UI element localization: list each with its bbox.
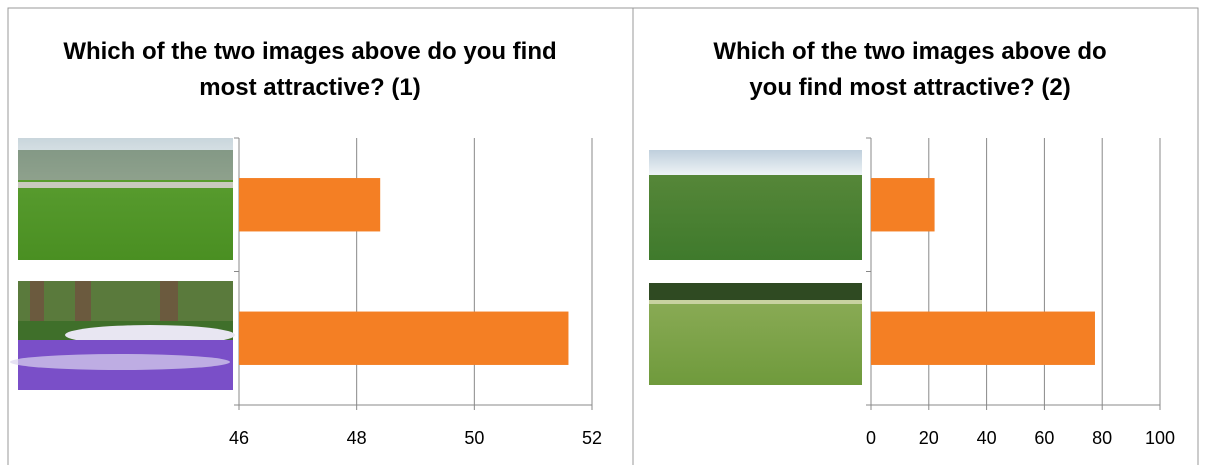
chart-title: Which of the two images above do you fin… [713, 38, 1107, 101]
image-meadow [649, 283, 862, 385]
image-park [18, 138, 233, 260]
x-tick-label: 60 [1034, 428, 1054, 448]
image-field [649, 150, 862, 260]
frame [7, 7, 1199, 465]
bar [871, 311, 1095, 365]
image-flowers [10, 281, 235, 390]
x-tick-label: 40 [977, 428, 997, 448]
bar [871, 178, 935, 232]
x-tick-label: 52 [582, 428, 602, 448]
x-tick-label: 0 [866, 428, 876, 448]
x-tick-label: 80 [1092, 428, 1112, 448]
x-tick-label: 100 [1145, 428, 1175, 448]
chart-title: Which of the two images above do you fin… [63, 38, 557, 101]
x-tick-label: 48 [347, 428, 367, 448]
x-tick-label: 50 [464, 428, 484, 448]
x-tick-label: 46 [229, 428, 249, 448]
x-tick-label: 20 [919, 428, 939, 448]
bar [239, 311, 569, 365]
bar [239, 178, 381, 232]
